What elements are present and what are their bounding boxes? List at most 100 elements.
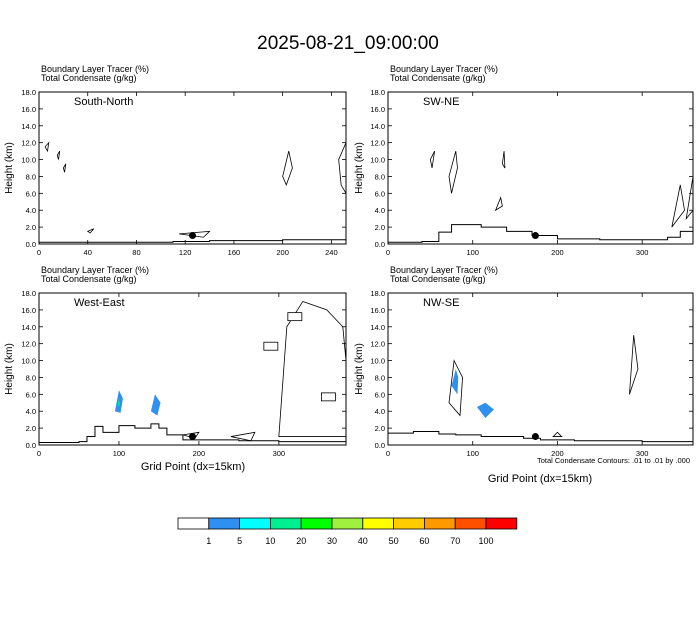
colorbar: 1 5 10 20 30 40 50 60 70 100 (177, 517, 518, 546)
y-tick-label: 4.0 (375, 206, 385, 215)
y-tick-label: 16.0 (370, 105, 385, 114)
panels: Boundary Layer Tracer (%)Total Condensat… (4, 64, 694, 458)
condensate-contour (685, 176, 694, 221)
colorbar-label: 1 (206, 536, 211, 546)
contour-label-box (263, 341, 279, 351)
y-tick-label: 16.0 (21, 306, 36, 315)
y-tick-label: 6.0 (375, 390, 385, 399)
x-tick-label: 100 (466, 248, 479, 257)
x-tick-label: 100 (466, 449, 479, 458)
colorbar-label: 5 (237, 536, 242, 546)
panel-header-line2: Total Condensate (g/kg) (41, 73, 137, 83)
y-tick-label: 12.0 (370, 340, 385, 349)
colorbar-label: 20 (296, 536, 306, 546)
y-tick-label: 0.0 (375, 441, 385, 450)
y-tick-label: 18.0 (370, 289, 385, 298)
condensate-contour (552, 431, 563, 437)
condensate-contour (671, 184, 685, 228)
condensate-contour (230, 431, 256, 442)
panel-south-north: Boundary Layer Tracer (%)Total Condensat… (4, 64, 347, 257)
x-tick-label: 300 (636, 248, 649, 257)
y-tick-label: 8.0 (26, 172, 36, 181)
x-tick-label: 300 (636, 449, 649, 458)
y-axis-label: Height (km) (354, 142, 365, 194)
y-tick-label: 6.0 (26, 390, 36, 399)
y-tick-label: 16.0 (370, 306, 385, 315)
y-tick-label: 4.0 (375, 407, 385, 416)
colorbar-label: 50 (389, 536, 399, 546)
figure-title: 2025-08-21_09:00:00 (257, 33, 439, 54)
x-tick-label: 0 (386, 449, 390, 458)
x-axis-label-left: Grid Point (dx=15km) (141, 461, 245, 473)
y-tick-label: 0.0 (26, 441, 36, 450)
colorbar-swatch (239, 517, 271, 530)
panel-header-line1: Boundary Layer Tracer (%) (390, 64, 498, 74)
y-tick-label: 14.0 (370, 122, 385, 131)
colorbar-swatch (331, 517, 364, 530)
y-tick-label: 6.0 (375, 189, 385, 198)
condensate-contour (338, 142, 347, 195)
contour-label-box (321, 392, 336, 402)
terrain-line (39, 239, 346, 243)
y-tick-label: 18.0 (21, 88, 36, 97)
x-tick-label: 0 (37, 248, 41, 257)
panel-header-line2: Total Condensate (g/kg) (390, 274, 486, 284)
terrain-line (39, 423, 347, 443)
y-tick-label: 0.0 (26, 240, 36, 249)
y-tick-label: 12.0 (370, 139, 385, 148)
colorbar-label: 30 (327, 536, 337, 546)
tracer-shade (150, 394, 161, 416)
x-tick-label: 300 (273, 449, 286, 458)
y-tick-label: 2.0 (26, 424, 36, 433)
y-tick-label: 14.0 (21, 122, 36, 131)
y-axis-label: Height (km) (4, 142, 15, 194)
contour-note: Total Condensate Contours: .01 to .01 by… (537, 456, 690, 465)
location-dot (189, 433, 196, 441)
plot-frame (38, 91, 347, 245)
contour-label-box (287, 312, 303, 322)
y-tick-label: 14.0 (370, 323, 385, 332)
panel-header-line1: Boundary Layer Tracer (%) (41, 64, 149, 74)
y-axis-label: Height (km) (354, 343, 365, 395)
location-dot (531, 232, 539, 240)
y-tick-label: 4.0 (26, 206, 36, 215)
condensate-contour (629, 335, 639, 395)
colorbar-label: 40 (358, 536, 368, 546)
panel-header-line2: Total Condensate (g/kg) (41, 274, 137, 284)
y-tick-label: 12.0 (21, 340, 36, 349)
y-tick-label: 10.0 (21, 357, 36, 366)
colorbar-label: 60 (419, 536, 429, 546)
condensate-contour (501, 151, 506, 169)
plot-frame (38, 292, 347, 446)
y-tick-label: 18.0 (21, 289, 36, 298)
plot-frame (387, 292, 694, 446)
tracer-shade (117, 398, 120, 407)
y-tick-label: 14.0 (21, 323, 36, 332)
y-tick-label: 12.0 (21, 139, 36, 148)
y-tick-label: 8.0 (375, 172, 385, 181)
y-tick-label: 2.0 (375, 223, 385, 232)
panel-name: West-East (74, 297, 125, 309)
condensate-contour (282, 151, 293, 186)
y-tick-label: 18.0 (370, 88, 385, 97)
condensate-contour (448, 359, 463, 417)
condensate-contour (44, 141, 50, 153)
condensate-contour (448, 151, 458, 194)
colorbar-swatch (454, 517, 487, 530)
y-tick-label: 8.0 (26, 373, 36, 382)
x-tick-label: 160 (228, 248, 241, 257)
colorbar-label: 70 (450, 536, 460, 546)
y-tick-label: 4.0 (26, 407, 36, 416)
y-tick-label: 2.0 (375, 424, 385, 433)
panel-name: South-North (74, 96, 133, 108)
x-tick-label: 0 (386, 248, 390, 257)
location-dot (189, 232, 196, 240)
y-tick-label: 8.0 (375, 373, 385, 382)
y-tick-label: 0.0 (375, 240, 385, 249)
condensate-contour (494, 196, 503, 212)
panel-nw-se: Boundary Layer Tracer (%)Total Condensat… (354, 265, 694, 458)
x-tick-label: 200 (551, 449, 564, 458)
y-tick-label: 10.0 (370, 357, 385, 366)
